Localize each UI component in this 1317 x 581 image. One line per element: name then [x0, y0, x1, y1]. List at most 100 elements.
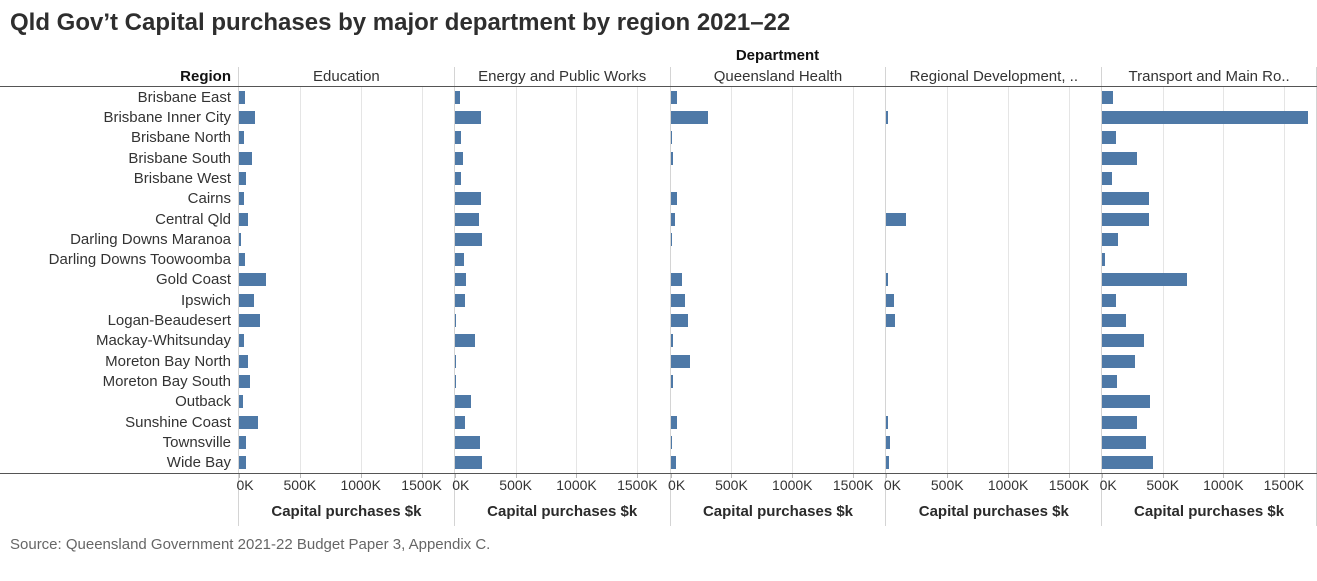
- panel-row: [670, 371, 886, 391]
- bar[interactable]: [454, 375, 456, 389]
- bar[interactable]: [1102, 293, 1117, 307]
- bar[interactable]: [886, 273, 888, 287]
- bar[interactable]: [1102, 253, 1106, 267]
- panel-row: [454, 229, 670, 249]
- bar[interactable]: [239, 212, 248, 226]
- bar[interactable]: [454, 456, 483, 470]
- bar[interactable]: [886, 110, 888, 124]
- bar[interactable]: [1102, 395, 1151, 409]
- bar[interactable]: [1102, 314, 1127, 328]
- bar[interactable]: [886, 293, 895, 307]
- bar[interactable]: [670, 131, 672, 145]
- bar[interactable]: [670, 232, 672, 246]
- bar[interactable]: [239, 354, 248, 368]
- bar[interactable]: [239, 273, 266, 287]
- bar[interactable]: [1102, 415, 1138, 429]
- bar[interactable]: [670, 456, 677, 470]
- region-label: Moreton Bay North: [105, 352, 231, 370]
- bar[interactable]: [1102, 171, 1113, 185]
- panel-row: [670, 209, 886, 229]
- bar[interactable]: [239, 314, 260, 328]
- panel-row: [454, 432, 670, 452]
- bar[interactable]: [670, 314, 688, 328]
- bar[interactable]: [454, 90, 460, 104]
- bar[interactable]: [1102, 90, 1114, 104]
- bar[interactable]: [454, 354, 456, 368]
- panel-row: [1102, 331, 1316, 351]
- bar[interactable]: [1102, 110, 1309, 124]
- bar[interactable]: [239, 171, 246, 185]
- region-label: Darling Downs Maranoa: [70, 230, 231, 248]
- panel-row: [1102, 250, 1316, 270]
- bar[interactable]: [886, 212, 906, 226]
- bar[interactable]: [1102, 375, 1118, 389]
- gridline: [576, 87, 578, 473]
- bar[interactable]: [670, 435, 673, 449]
- bar[interactable]: [454, 293, 465, 307]
- panel-row: [239, 331, 454, 351]
- bar[interactable]: [670, 354, 691, 368]
- bar[interactable]: [239, 253, 246, 267]
- bar[interactable]: [670, 151, 674, 165]
- bar[interactable]: [1102, 151, 1138, 165]
- bar[interactable]: [1102, 354, 1135, 368]
- bar[interactable]: [1102, 334, 1144, 348]
- bar[interactable]: [1102, 435, 1147, 449]
- bar[interactable]: [670, 293, 686, 307]
- bar[interactable]: [670, 212, 676, 226]
- bar[interactable]: [454, 131, 462, 145]
- bar[interactable]: [454, 314, 456, 328]
- bar[interactable]: [886, 435, 891, 449]
- bar[interactable]: [454, 395, 471, 409]
- bar[interactable]: [1102, 456, 1154, 470]
- bar[interactable]: [670, 110, 709, 124]
- bar[interactable]: [1102, 212, 1149, 226]
- bar[interactable]: [239, 131, 244, 145]
- bar[interactable]: [454, 435, 480, 449]
- x-axis-title-row: Capital purchases $k Capital purchases $k…: [0, 496, 1317, 526]
- bar[interactable]: [1102, 232, 1118, 246]
- bar[interactable]: [454, 232, 483, 246]
- x-tick-label: 1000K: [340, 477, 381, 493]
- bar[interactable]: [239, 232, 242, 246]
- bar[interactable]: [886, 314, 895, 328]
- region-label: Brisbane West: [133, 169, 231, 187]
- bar[interactable]: [454, 415, 465, 429]
- bar[interactable]: [239, 435, 247, 449]
- bar[interactable]: [670, 192, 677, 206]
- region-label: Outback: [175, 393, 231, 411]
- bar[interactable]: [239, 293, 255, 307]
- bar[interactable]: [670, 90, 677, 104]
- bar[interactable]: [670, 273, 683, 287]
- bar[interactable]: [454, 212, 480, 226]
- bar[interactable]: [454, 253, 464, 267]
- bar[interactable]: [239, 375, 250, 389]
- bar[interactable]: [239, 192, 245, 206]
- axis-cell-0: 0K 500K 1000K 1500K: [236, 474, 454, 496]
- bar[interactable]: [454, 192, 481, 206]
- bar[interactable]: [239, 415, 258, 429]
- bar[interactable]: [1102, 131, 1117, 145]
- bar[interactable]: [670, 415, 678, 429]
- bar[interactable]: [239, 456, 247, 470]
- bar[interactable]: [1102, 273, 1187, 287]
- bar[interactable]: [454, 110, 481, 124]
- gridline: [1068, 87, 1070, 473]
- bar[interactable]: [454, 171, 461, 185]
- bar[interactable]: [886, 415, 888, 429]
- bar[interactable]: [239, 395, 243, 409]
- panel-row: [670, 229, 886, 249]
- chart-title: Qld Gov’t Capital purchases by major dep…: [10, 9, 791, 36]
- bar[interactable]: [454, 151, 463, 165]
- bar[interactable]: [239, 90, 246, 104]
- bar[interactable]: [239, 334, 245, 348]
- panel-row: [1102, 290, 1316, 310]
- bar[interactable]: [454, 334, 475, 348]
- bar[interactable]: [239, 110, 255, 124]
- bar[interactable]: [1102, 192, 1149, 206]
- bar[interactable]: [670, 375, 674, 389]
- bar[interactable]: [454, 273, 467, 287]
- bar[interactable]: [239, 151, 252, 165]
- bar[interactable]: [886, 456, 890, 470]
- bar[interactable]: [670, 334, 674, 348]
